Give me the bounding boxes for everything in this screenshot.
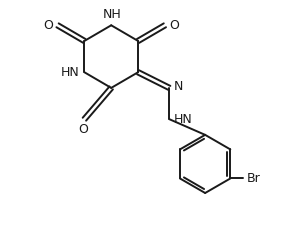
Text: N: N [173,80,183,93]
Text: Br: Br [247,172,260,185]
Text: NH: NH [103,8,122,21]
Text: O: O [44,19,54,32]
Text: HN: HN [173,113,192,126]
Text: HN: HN [61,66,79,79]
Text: O: O [169,19,179,32]
Text: O: O [78,123,88,136]
